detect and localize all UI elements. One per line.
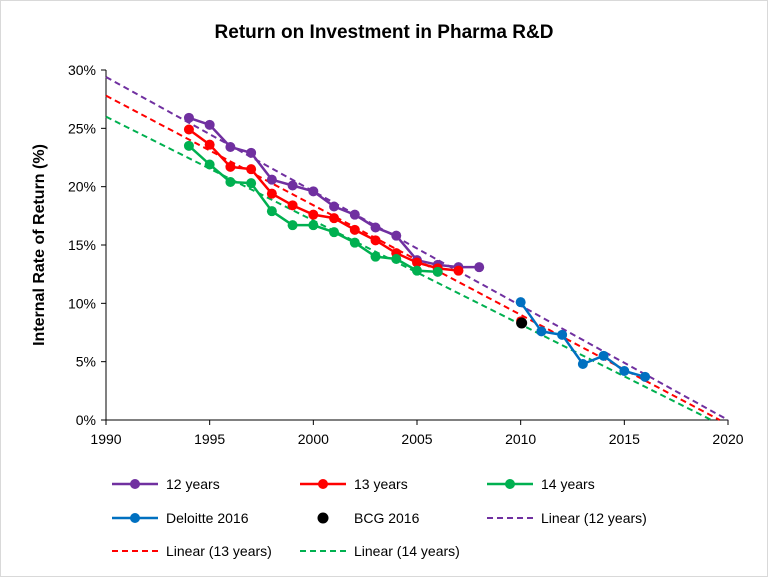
data-point-14-years <box>266 206 277 217</box>
x-tick-label: 2015 <box>609 431 640 447</box>
data-point-13-years <box>287 200 298 211</box>
data-point-12-years <box>329 201 340 212</box>
plot-area <box>105 76 729 421</box>
y-axis-label: Internal Rate of Return (%) <box>31 144 48 346</box>
data-point-12-years <box>308 186 319 197</box>
legend-label: BCG 2016 <box>354 510 420 526</box>
series-line-12-years <box>188 116 480 269</box>
data-point-12-years <box>183 112 194 123</box>
legend-item-12-years: 12 years <box>112 476 220 492</box>
legend-item-bcg-2016: BCG 2016 <box>317 510 420 526</box>
legend-label: 13 years <box>354 476 408 492</box>
legend-marker <box>317 512 329 524</box>
data-point-14-years <box>246 178 257 189</box>
x-tick-label: 2005 <box>401 431 432 447</box>
y-tick-label: 0% <box>76 412 96 428</box>
y-tick-label: 15% <box>68 237 96 253</box>
data-point-14-years <box>287 220 298 231</box>
legend-item-linear-14-years: Linear (14 years) <box>300 543 460 559</box>
data-point-14-years <box>370 251 381 262</box>
data-point-13-years <box>204 139 215 150</box>
data-point-deloitte-2016 <box>536 326 547 337</box>
data-point-12-years <box>391 230 402 241</box>
legend-item-linear-12-years: Linear (12 years) <box>487 510 647 526</box>
data-point-12-years <box>349 209 360 220</box>
data-point-deloitte-2016 <box>557 329 568 340</box>
data-point-14-years <box>412 265 422 276</box>
data-point-13-years <box>246 164 257 175</box>
data-point-14-years <box>349 237 360 248</box>
trend-line-linear-12-years <box>105 76 729 421</box>
data-point-14-years <box>432 266 443 277</box>
data-point-13-years <box>412 257 422 268</box>
trend-line-linear-14-years <box>105 115 712 421</box>
data-point-13-years <box>349 224 360 235</box>
y-tick-label: 25% <box>68 120 96 136</box>
data-point-12-years <box>225 142 236 152</box>
data-point-13-years <box>453 265 464 276</box>
legend-label: Linear (13 years) <box>166 543 272 559</box>
trend-line-linear-13-years <box>105 94 721 421</box>
data-point-13-years <box>370 235 381 246</box>
legend-marker <box>505 479 515 489</box>
data-point-12-years <box>246 147 257 158</box>
data-point-14-years <box>329 227 340 238</box>
data-point-deloitte-2016 <box>640 371 651 382</box>
data-point-12-years <box>287 180 298 191</box>
legend-item-deloitte-2016: Deloitte 2016 <box>112 510 249 526</box>
data-point-13-years <box>225 161 236 172</box>
data-point-13-years <box>183 124 194 135</box>
data-point-13-years <box>266 188 277 199</box>
data-point-bcg-2016 <box>516 317 528 329</box>
legend-item-13-years: 13 years <box>300 476 408 492</box>
x-tick-label: 2000 <box>298 431 329 447</box>
data-point-12-years <box>474 262 485 273</box>
data-point-deloitte-2016 <box>619 366 630 376</box>
x-tick-label: 2010 <box>505 431 536 447</box>
data-point-12-years <box>370 222 381 233</box>
legend-label: 14 years <box>541 476 595 492</box>
legend-marker <box>318 479 328 489</box>
legend-label: Deloitte 2016 <box>166 510 249 526</box>
y-tick-label: 30% <box>68 62 96 78</box>
data-point-12-years <box>266 174 277 185</box>
data-point-14-years <box>391 254 402 264</box>
data-point-deloitte-2016 <box>598 350 609 361</box>
axes: 1990 1995 2000 2005 2010 2015 2020 0% 5% 10% 15% 20… <box>68 62 744 447</box>
legend-label: Linear (12 years) <box>541 510 647 526</box>
y-tick-label: 10% <box>68 295 96 311</box>
data-point-14-years <box>225 177 236 187</box>
x-tick-label: 1995 <box>194 431 225 447</box>
legend-item-14-years: 14 years <box>487 476 595 492</box>
x-tick-label: 1990 <box>90 431 121 447</box>
data-point-deloitte-2016 <box>515 297 526 308</box>
legend-item-linear-13-years: Linear (13 years) <box>112 543 272 559</box>
data-point-12-years <box>204 119 215 130</box>
legend-marker <box>130 513 140 523</box>
data-point-13-years <box>329 213 340 224</box>
y-tick-label: 5% <box>76 354 96 370</box>
legend: 12 years 13 years 14 years Deloitte 2016 BCG… <box>112 476 647 559</box>
x-tick-label: 2020 <box>712 431 743 447</box>
data-point-13-years <box>308 209 319 220</box>
legend-label: 12 years <box>166 476 220 492</box>
y-tick-label: 20% <box>68 179 96 195</box>
data-point-14-years <box>308 220 319 231</box>
data-point-14-years <box>183 140 194 151</box>
data-point-deloitte-2016 <box>577 359 588 369</box>
data-point-14-years <box>204 159 215 170</box>
chart-title: Return on Investment in Pharma R&D <box>215 22 554 43</box>
legend-marker <box>130 479 140 489</box>
legend-label: Linear (14 years) <box>354 543 460 559</box>
